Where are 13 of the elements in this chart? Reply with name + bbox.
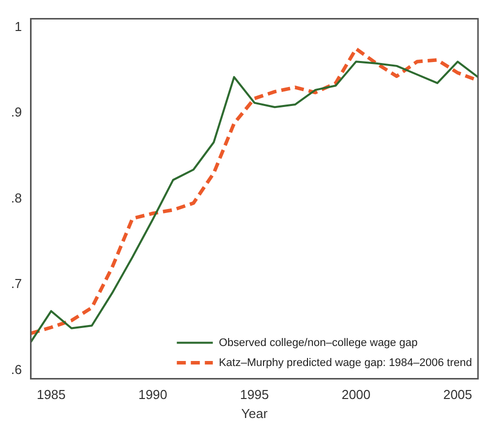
y-tick-label: .9 [11,104,22,120]
x-axis-title: Year [241,406,268,421]
x-tick-label: 2000 [342,387,371,402]
legend-label: Katz–Murphy predicted wage gap: 1984–2006 trend [218,356,472,369]
x-tick-label: 2005 [443,387,472,402]
x-tick-label: 1990 [138,387,168,402]
y-tick-label: .6 [11,362,22,377]
y-tick-label: .7 [11,276,22,292]
y-tick-label: .8 [11,190,22,206]
y-tick-label: 1 [14,18,22,34]
legend-label: Observed college/non–college wage gap [218,336,418,349]
x-tick-label: 1995 [240,387,269,402]
x-tick-label: 1985 [36,387,66,402]
